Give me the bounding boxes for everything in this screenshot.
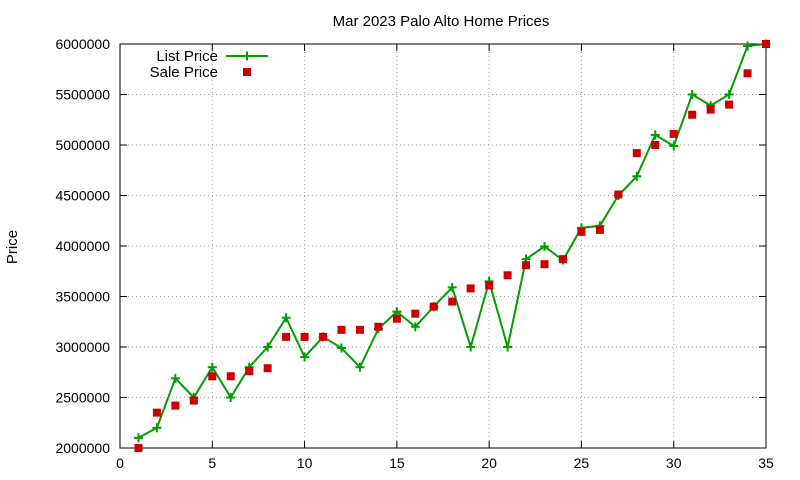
list-price-point	[410, 322, 420, 332]
list-price-point	[170, 373, 180, 383]
sale-price-point	[651, 141, 660, 149]
list-price-point	[466, 342, 476, 352]
list-price-point	[632, 171, 642, 181]
x-tick-label: 0	[116, 455, 124, 471]
sale-price-point	[632, 149, 641, 158]
list-price-point	[447, 282, 457, 292]
y-tick-label: 3500000	[55, 289, 110, 305]
y-tick-label: 2000000	[55, 440, 110, 456]
sale-price-point	[688, 110, 697, 119]
sale-price-point	[282, 332, 291, 341]
sale-price-point	[522, 261, 531, 270]
list-price-point	[724, 90, 734, 99]
y-tick-label: 4000000	[55, 238, 110, 254]
list-price-point	[226, 393, 236, 402]
sale-price-point	[762, 40, 770, 48]
x-tick-label: 25	[574, 455, 590, 471]
list-price-point	[355, 362, 365, 372]
sale-price-point	[337, 325, 346, 334]
x-tick-label: 15	[389, 455, 405, 471]
y-tick-label: 2500000	[55, 390, 110, 406]
list-price-point	[503, 342, 513, 352]
list-price-point	[650, 130, 660, 140]
sale-price-point	[485, 281, 494, 290]
y-tick-label: 5000000	[55, 137, 110, 153]
y-tick-label: 5500000	[55, 87, 110, 103]
y-tick-label: 6000000	[55, 36, 110, 52]
sale-price-point	[595, 225, 604, 234]
x-tick-label: 20	[481, 455, 497, 471]
list-price-point	[207, 362, 217, 372]
list-price-point	[281, 313, 291, 323]
sale-price-point	[577, 227, 586, 236]
sale-price-point	[189, 396, 198, 405]
sale-price-point	[614, 190, 623, 199]
legend-marker-list-price	[242, 51, 252, 61]
chart-title: Mar 2023 Palo Alto Home Prices	[333, 13, 550, 30]
sale-price-point	[245, 367, 254, 376]
sale-price-point	[503, 271, 512, 280]
sale-price-point	[669, 129, 678, 138]
plot-area	[133, 39, 771, 452]
sale-price-point	[706, 105, 715, 114]
sale-price-point	[558, 255, 567, 264]
sale-price-point	[319, 332, 328, 341]
x-tick-label: 5	[208, 455, 216, 471]
axes: 0 5 10 15 20 25 30 35 2000000 2500000 3000000 35000…	[55, 36, 774, 471]
sale-price-point	[725, 100, 734, 109]
sale-price-point	[226, 372, 235, 381]
sale-price-point	[263, 364, 272, 373]
list-price-point	[263, 342, 273, 352]
list-price-point	[392, 307, 402, 317]
x-tick-label: 30	[666, 455, 682, 471]
sale-price-point	[208, 372, 217, 381]
sale-price-point	[448, 297, 457, 306]
grid	[120, 44, 766, 448]
list-price-point	[336, 343, 346, 353]
sale-price-point	[411, 309, 420, 318]
list-price-point	[133, 433, 143, 443]
list-price-point	[743, 41, 753, 51]
sale-price-point	[134, 444, 143, 452]
y-tick-label: 3000000	[55, 339, 110, 355]
legend-label-sale-price: Sale Price	[150, 64, 218, 81]
y-tick-label: 4500000	[55, 188, 110, 204]
series-list-price	[133, 39, 771, 443]
sale-price-point	[171, 401, 180, 410]
legend-marker-sale-price	[243, 68, 251, 76]
list-price-point	[669, 141, 679, 151]
sale-price-point	[466, 284, 475, 293]
legend-label-list-price: List Price	[156, 48, 218, 65]
sale-price-point	[392, 314, 401, 323]
x-tick-label: 35	[758, 455, 774, 471]
list-price-point	[152, 423, 162, 433]
sale-price-point	[152, 408, 161, 417]
series-sale-price	[134, 40, 770, 452]
list-price-point	[687, 90, 697, 99]
sale-price-point	[429, 302, 438, 311]
list-price-point	[300, 352, 310, 362]
sale-price-point	[355, 325, 364, 334]
sale-price-point	[540, 260, 549, 269]
y-axis-label: Price	[4, 230, 21, 264]
sale-price-point	[743, 69, 752, 78]
sale-price-point	[300, 332, 309, 341]
list-price-point	[540, 242, 550, 252]
sale-price-point	[374, 322, 383, 331]
x-tick-label: 10	[297, 455, 313, 471]
